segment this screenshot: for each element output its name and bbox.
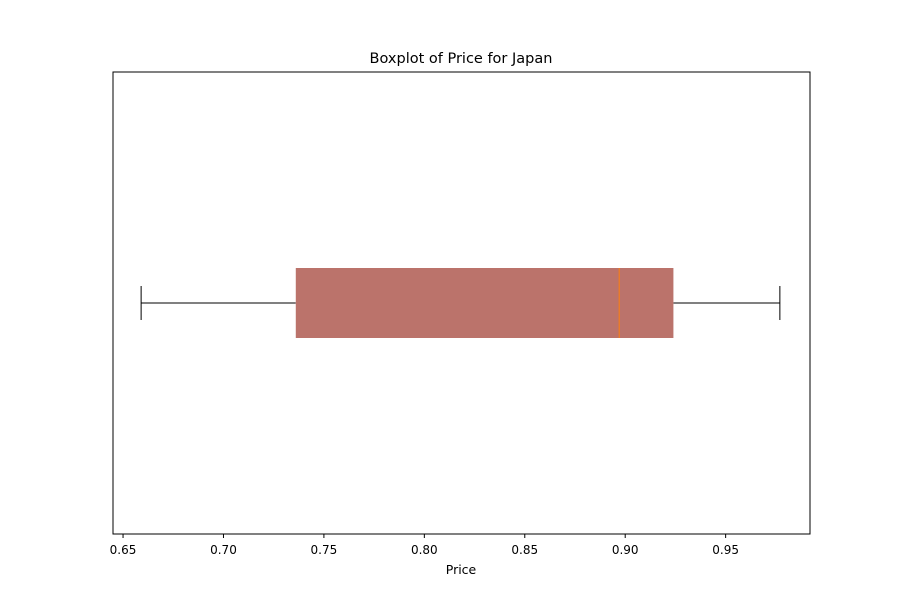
- x-tick-label: 0.90: [612, 543, 639, 557]
- plot-area: [140, 268, 781, 338]
- iqr-box: [295, 268, 674, 338]
- x-tick-label: 0.65: [110, 543, 137, 557]
- plot-frame: [112, 71, 811, 535]
- x-tick-label: 0.80: [411, 543, 438, 557]
- x-axis-label: Price: [446, 562, 477, 577]
- x-tick-label: 0.95: [712, 543, 739, 557]
- x-tick-label: 0.75: [311, 543, 338, 557]
- chart-title: Boxplot of Price for Japan: [370, 51, 553, 67]
- x-axis: 0.65 0.70 0.75 0.80 0.85 0.90 0.95: [110, 534, 739, 557]
- x-tick-label: 0.85: [511, 543, 538, 557]
- x-tick-label: 0.70: [210, 543, 237, 557]
